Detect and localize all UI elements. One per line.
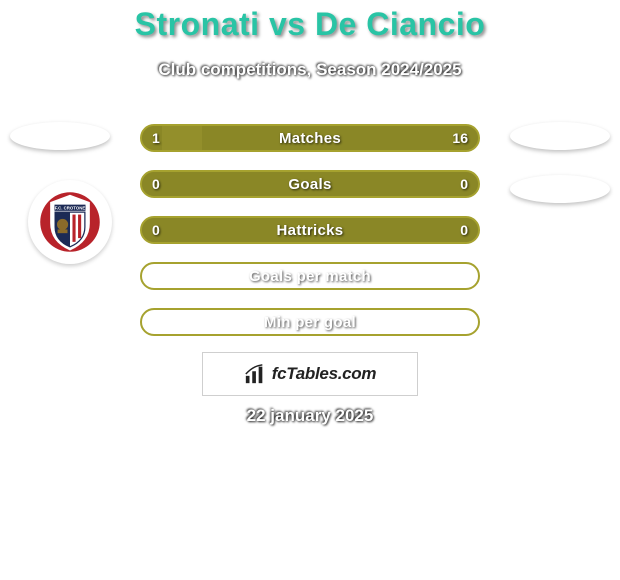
player2-photo-placeholder <box>510 122 610 150</box>
player2-club-placeholder <box>510 175 610 203</box>
stat-value-left: 0 <box>152 176 160 192</box>
svg-text:F.C. CROTONE: F.C. CROTONE <box>55 206 86 211</box>
stat-value-right: 0 <box>460 176 468 192</box>
comparison-infographic: Stronati vs De Ciancio Club competitions… <box>0 0 620 580</box>
stat-value-right: 16 <box>452 130 468 146</box>
page-title: Stronati vs De Ciancio <box>0 6 620 43</box>
stat-bar-hattricks: 0 Hattricks 0 <box>140 216 480 244</box>
stat-label: Matches <box>279 130 341 147</box>
player1-photo-placeholder <box>10 122 110 150</box>
stat-bar-min-per-goal: Min per goal <box>140 308 480 336</box>
player1-club-crest: F.C. CROTONE <box>28 180 112 264</box>
stat-label: Min per goal <box>264 314 356 331</box>
stat-value-left: 0 <box>152 222 160 238</box>
stat-bar-matches: 1 Matches 16 <box>140 124 480 152</box>
date: 22 january 2025 <box>0 406 620 426</box>
watermark-text: fcTables.com <box>272 364 376 384</box>
stat-value-right: 0 <box>460 222 468 238</box>
stat-bar-goals-per-match: Goals per match <box>140 262 480 290</box>
bars-chart-icon <box>244 363 266 385</box>
stat-label: Hattricks <box>277 222 344 239</box>
stat-bar-goals: 0 Goals 0 <box>140 170 480 198</box>
crotone-crest-icon: F.C. CROTONE <box>39 191 101 253</box>
subtitle: Club competitions, Season 2024/2025 <box>0 60 620 80</box>
stat-bars: 1 Matches 16 0 Goals 0 0 Hattricks 0 Goa… <box>140 124 480 354</box>
watermark: fcTables.com <box>202 352 418 396</box>
stat-label: Goals per match <box>249 268 371 285</box>
stat-value-left: 1 <box>152 130 160 146</box>
stat-label: Goals <box>288 176 331 193</box>
